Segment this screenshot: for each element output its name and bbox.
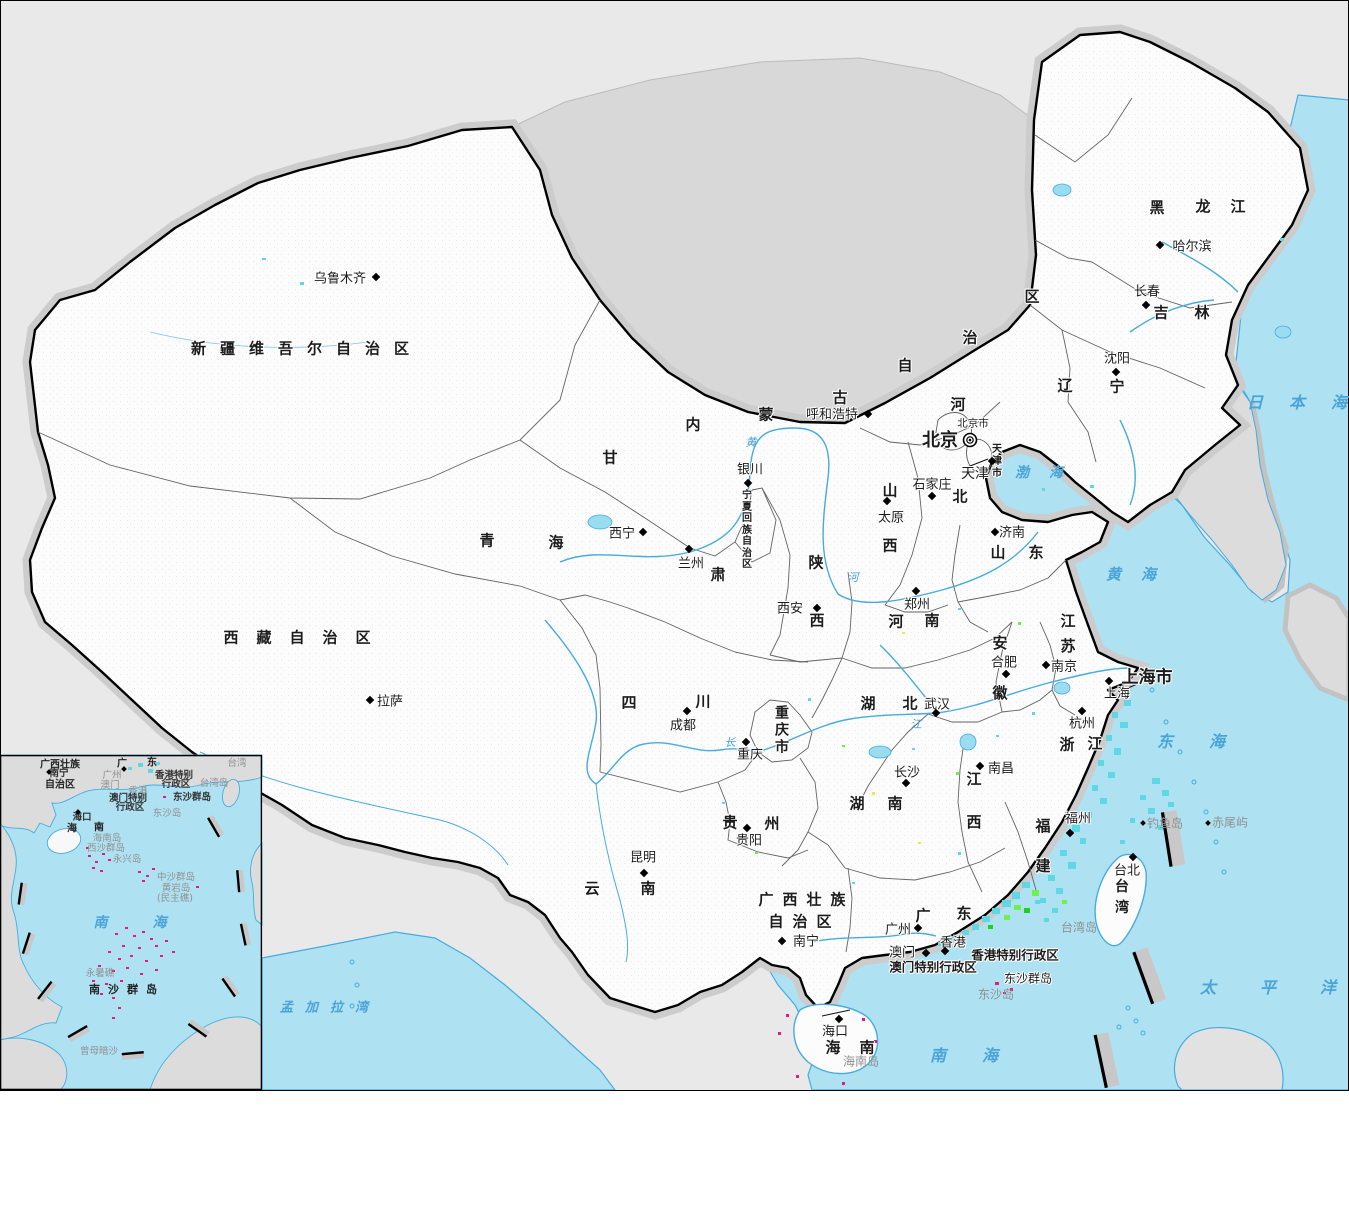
legend-panel: 全国雷达拼图 [2025-01-18 18:42:00] [ 组合反射率 ] 5… [0, 1091, 1349, 1208]
small-islands [349, 687, 1227, 1036]
taiwan-island [1094, 853, 1147, 947]
luzon-region [1173, 1027, 1284, 1091]
china-radar-map: 新疆维吾尔自治区 西藏自治区青海甘肃内蒙古自治区黑龙江吉林辽宁河北山西山东河南陕西… [0, 0, 1349, 1091]
radar-echoes [120, 238, 1284, 1085]
hainan-island [793, 1003, 879, 1075]
lakes [587, 183, 1292, 759]
boundary-dash-segments [1093, 810, 1186, 1089]
capital-marker [962, 432, 978, 448]
south-china-sea-inset [0, 754, 263, 1091]
inset-island-marks [86, 796, 199, 1019]
map-canvas [0, 0, 1349, 1091]
province-boundaries [37, 97, 1233, 953]
japan-region [1282, 582, 1349, 703]
china-territory [28, 30, 1310, 1014]
leader-lines [821, 458, 1145, 1017]
